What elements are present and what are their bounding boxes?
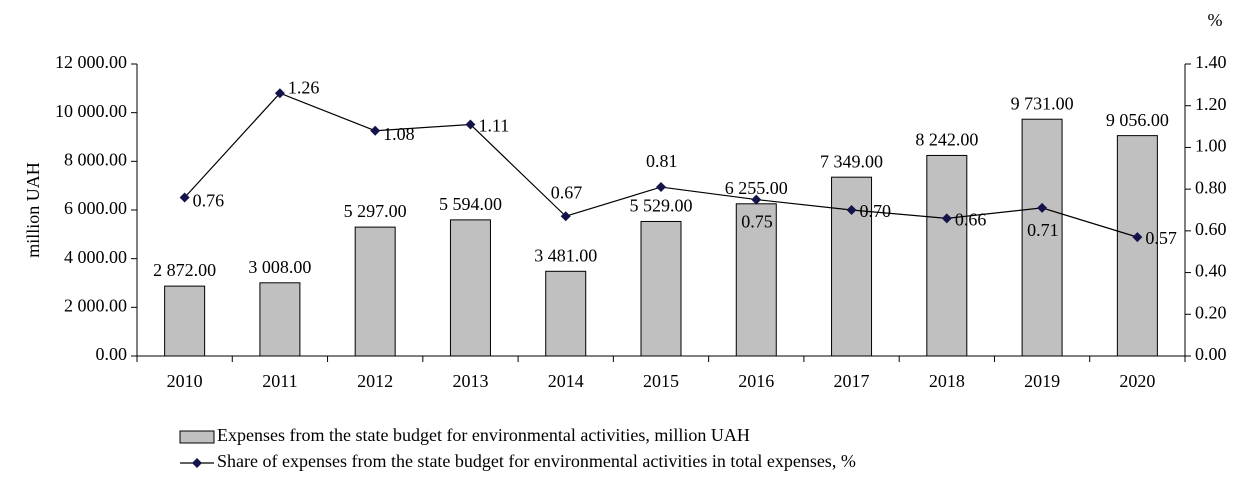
bar-value-label: 3 008.00: [248, 257, 311, 277]
y2-tick-label: 0.60: [1195, 219, 1227, 239]
bar-value-label: 5 529.00: [630, 196, 693, 216]
line-marker: [465, 119, 476, 130]
line-value-label: 0.81: [646, 151, 678, 171]
line-value-label: 0.67: [551, 182, 583, 202]
x-tick-label: 2020: [1119, 371, 1155, 391]
line-marker: [1037, 202, 1048, 213]
y-tick-label: 6 000.00: [64, 198, 127, 218]
line-value-label: 0.71: [1027, 220, 1059, 240]
bar: [926, 154, 968, 357]
bar: [1116, 135, 1158, 357]
x-tick-label: 2019: [1024, 371, 1060, 391]
line-value-label: 1.26: [288, 77, 320, 97]
bar: [545, 270, 587, 357]
legend-marker: [192, 458, 202, 468]
line-marker: [560, 211, 571, 222]
bar: [354, 226, 396, 357]
legend-label: Share of expenses from the state budget …: [217, 451, 856, 471]
legend-swatch: [179, 430, 215, 444]
bar: [640, 220, 682, 357]
y-tick-label: 2 000.00: [64, 295, 127, 315]
x-tick-label: 2016: [738, 371, 774, 391]
bar-value-label: 5 594.00: [439, 194, 502, 214]
x-tick-label: 2014: [548, 371, 584, 391]
line-marker: [370, 125, 381, 136]
y2-tick-label: 0.40: [1195, 261, 1227, 281]
line-value-label: 1.08: [383, 124, 415, 144]
line-marker: [751, 194, 762, 205]
line-marker: [846, 205, 857, 215]
x-tick-label: 2017: [834, 371, 870, 391]
bar: [259, 282, 301, 357]
y-tick-label: 12 000.00: [55, 52, 127, 72]
bar-value-label: 2 872.00: [153, 260, 216, 280]
line-value-label: 0.57: [1145, 228, 1177, 248]
y-tick-label: 8 000.00: [64, 149, 127, 169]
y2-tick-label: 0.80: [1195, 177, 1227, 197]
bar: [1021, 118, 1063, 357]
legend-label: Expenses from the state budget for envir…: [217, 425, 750, 445]
x-tick-label: 2011: [262, 371, 297, 391]
bar-value-label: 9 056.00: [1106, 110, 1169, 130]
line-marker: [941, 213, 952, 224]
line-marker: [1132, 232, 1143, 243]
line-value-label: 0.66: [955, 209, 987, 229]
y2-tick-label: 0.20: [1195, 302, 1227, 322]
x-tick-label: 2013: [452, 371, 488, 391]
bar-value-label: 7 349.00: [820, 151, 883, 171]
bar: [164, 285, 206, 357]
y-tick-label: 0.00: [96, 344, 128, 364]
bar-value-label: 6 255.00: [725, 178, 788, 198]
y2-tick-label: 0.00: [1195, 344, 1227, 364]
line-marker: [274, 88, 285, 99]
y-axis-label: million UAH: [23, 162, 43, 258]
y2-tick-label: 1.40: [1195, 52, 1227, 72]
bar-value-label: 9 731.00: [1011, 93, 1074, 113]
y-tick-label: 4 000.00: [64, 247, 127, 267]
y-tick-label: 10 000.00: [55, 101, 127, 121]
bar-value-label: 3 481.00: [534, 245, 597, 265]
x-tick-label: 2012: [357, 371, 393, 391]
line-value-label: 1.11: [478, 116, 509, 136]
bar-value-label: 8 242.00: [915, 130, 978, 150]
bar: [735, 203, 777, 357]
line-marker: [656, 182, 666, 193]
line-value-label: 0.75: [741, 212, 773, 232]
bar: [449, 219, 491, 357]
bar-value-label: 5 297.00: [344, 201, 407, 221]
y2-tick-label: 1.20: [1195, 94, 1227, 114]
y2-axis-label: %: [1208, 10, 1223, 30]
x-tick-label: 2010: [167, 371, 203, 391]
x-tick-label: 2018: [929, 371, 965, 391]
line-marker: [179, 192, 190, 203]
x-tick-label: 2015: [643, 371, 679, 391]
line-value-label: 0.70: [860, 201, 892, 221]
y2-tick-label: 1.00: [1195, 136, 1227, 156]
line-value-label: 0.76: [193, 191, 225, 211]
